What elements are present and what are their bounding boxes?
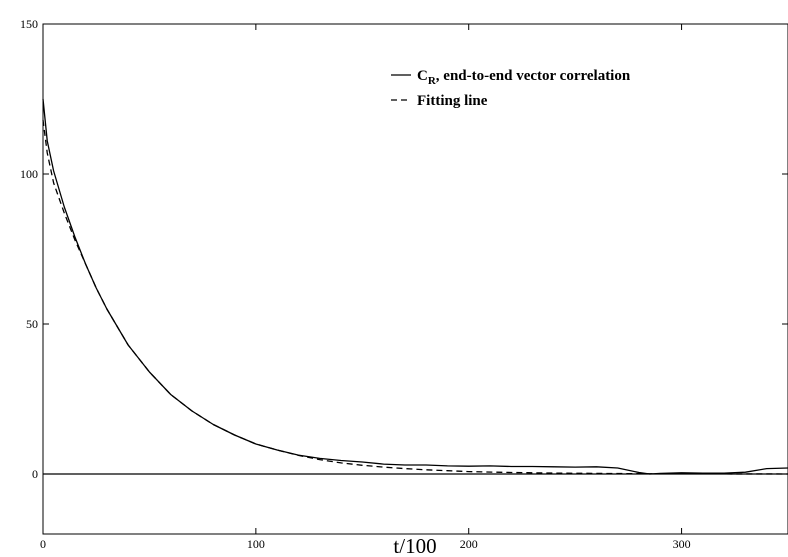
fitting-line-series	[42, 119, 788, 475]
x-tick-label: 0	[40, 537, 46, 551]
x-tick-label: 300	[673, 537, 691, 551]
legend-solid-label: CR, end-to-end vector correlation	[417, 68, 631, 87]
legend-dashed-label: Fitting line	[417, 93, 488, 109]
y-tick-label: 150	[20, 17, 38, 31]
x-tick-label: 200	[460, 537, 478, 551]
x-axis-title: t/100	[393, 534, 436, 557]
x-tick-label: 100	[247, 537, 265, 551]
y-tick-label: 50	[26, 317, 38, 331]
legend: CR, end-to-end vector correlation Fittin…	[391, 68, 631, 109]
y-tick-label: 0	[32, 467, 38, 481]
plot-frame	[42, 23, 788, 535]
y-tick-label: 100	[20, 167, 38, 181]
axis-ticks: 0 100 200 300 0 50 100 150	[20, 17, 788, 551]
series-layer	[42, 98, 788, 475]
correlation-series	[42, 98, 788, 475]
